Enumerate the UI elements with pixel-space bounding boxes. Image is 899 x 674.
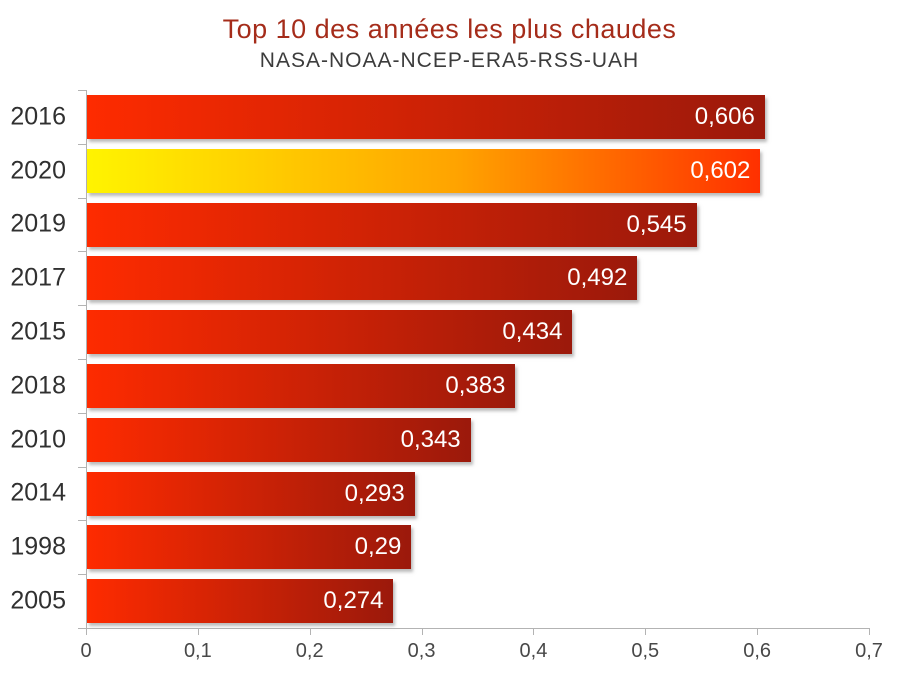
category-label: 1998 [10,532,66,561]
chart-row: 2005 0,274 [10,574,869,628]
bar-2005: 0,274 [87,579,394,624]
y-axis-tick [78,574,86,576]
x-axis-tick-label: 0,5 [631,640,660,662]
y-axis-tick [78,143,86,145]
bar-2017: 0,492 [87,256,638,301]
x-axis-tick-label: 0 [80,640,92,662]
category-label: 2016 [10,102,66,131]
y-axis-tick [78,628,86,629]
y-axis-tick [78,520,86,522]
bar-2014: 0,293 [87,471,415,516]
y-axis-tick [78,412,86,414]
x-axis-tick [309,628,311,635]
x-axis-tick [421,628,423,635]
bar-2016: 0,606 [87,95,765,139]
chart-row: 2017 0,492 [10,251,869,305]
y-axis-tick [78,197,86,199]
bar-1998: 0,29 [87,525,412,570]
bar-2015: 0,434 [87,310,573,355]
value-label: 0,383 [445,372,506,399]
category-label: 2010 [10,425,66,454]
category-label: 2015 [10,317,66,346]
value-label: 0,492 [567,264,628,292]
x-axis-tick-label: 0,2 [295,640,324,662]
x-axis-tick [869,628,870,635]
x-axis-tick [645,628,647,635]
value-label: 0,602 [690,156,751,184]
chart-row: 2015 0,434 [10,305,869,359]
bar-2019: 0,545 [87,202,697,247]
y-axis-line [86,90,87,628]
value-label: 0,545 [626,210,687,238]
value-label: 0,606 [694,103,755,130]
chart-subtitle: NASA-NOAA-NCEP-ERA5-RSS-UAH [259,49,640,72]
chart-row: 1998 0,29 [10,520,869,574]
value-label: 0,293 [344,479,405,507]
category-label: 2017 [10,263,66,292]
x-axis-line [86,628,870,629]
value-label: 0,29 [354,533,402,561]
y-axis-tick [78,90,86,91]
x-axis-tick-label: 0,7 [855,640,883,662]
chart-row: 2010 0,343 [10,413,869,467]
x-axis-tick-label: 0,1 [183,640,212,662]
x-axis-tick [86,628,87,635]
chart-row: 2020 0,602 [10,144,869,198]
y-axis-tick [78,466,86,468]
x-axis-tick [757,628,759,635]
x-axis-tick-label: 0,6 [743,640,772,662]
chart-row: 2016 0,606 [10,90,869,144]
x-axis-tick-label: 0,3 [407,640,436,662]
plot-area: 2016 0,606 2020 0,602 2019 0,545 2017 0,492 2015… [10,90,870,635]
chart-row: 2019 0,545 [10,198,869,252]
chart-row: 2014 0,293 [10,467,869,521]
y-axis-tick [78,251,86,253]
category-label: 2020 [10,156,66,185]
x-axis-tick [533,628,535,635]
value-label: 0,343 [400,425,461,453]
x-axis-tick [197,628,199,635]
category-label: 2018 [10,371,66,400]
chart-title: Top 10 des années les plus chaudes [222,14,677,44]
value-label: 0,274 [323,587,384,615]
category-label: 2019 [10,209,66,238]
chart-row: 2018 0,383 [10,359,869,413]
bar-2020: 0,602 [87,148,761,193]
y-axis-tick [78,359,86,360]
bar-2010: 0,343 [87,417,471,462]
category-label: 2005 [10,586,66,615]
category-label: 2014 [10,478,66,507]
bar-2018: 0,383 [87,364,516,408]
value-label: 0,434 [502,318,563,346]
x-axis-tick-label: 0,4 [519,640,548,662]
y-axis-tick [78,305,86,307]
